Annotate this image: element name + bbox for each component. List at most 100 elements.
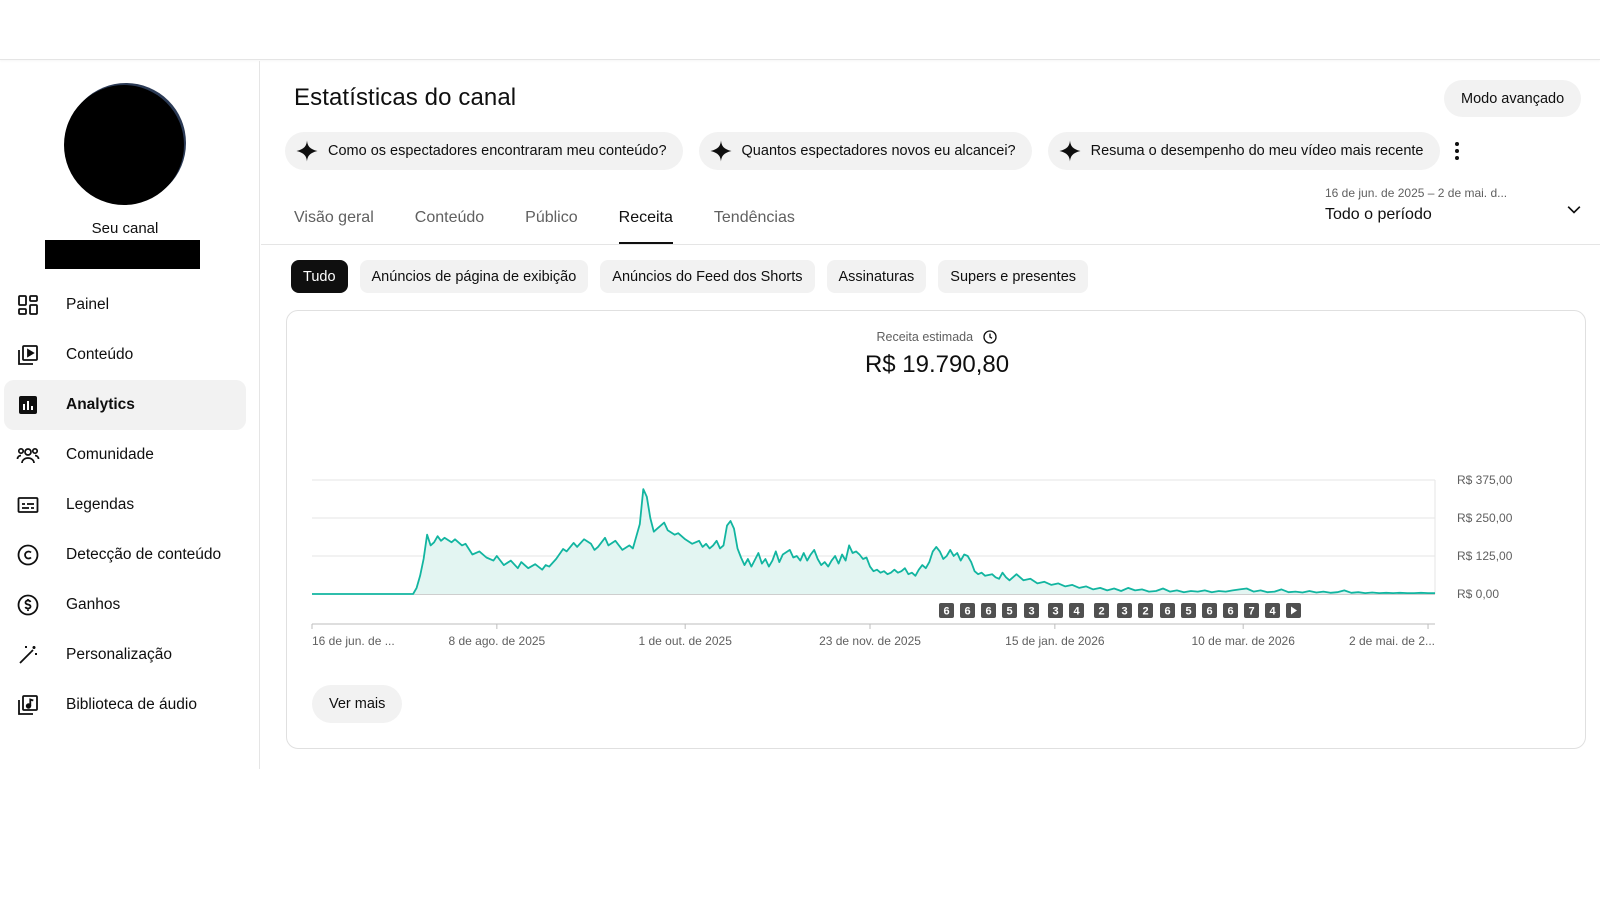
- suggestion-chip[interactable]: Resuma o desempenho do meu vídeo mais re…: [1047, 132, 1440, 170]
- sidebar-item-label: Conteúdo: [66, 346, 134, 363]
- metric-label: Receita estimada: [287, 329, 1587, 345]
- video-marker-count: 6: [1164, 606, 1170, 618]
- filter-chip-tudo[interactable]: Tudo: [291, 260, 348, 293]
- sidebar-item-legendas[interactable]: Legendas: [4, 480, 246, 530]
- earnings-icon: [17, 594, 39, 616]
- video-marker: [1117, 603, 1132, 618]
- video-marker-count: 2: [1098, 606, 1104, 618]
- dashboard-icon: [18, 295, 38, 315]
- date-range-text: 16 de jun. de 2025 – 2 de mai. d...: [1325, 186, 1508, 200]
- sparkle-icon: [296, 140, 318, 162]
- filter-chip-assinaturas[interactable]: Assinaturas: [826, 260, 927, 293]
- video-marker-count: 6: [943, 606, 949, 618]
- suggestion-chip-label: Resuma o desempenho do meu vídeo mais re…: [1090, 143, 1424, 159]
- see-more-button[interactable]: Ver mais: [312, 685, 403, 723]
- date-range-period: Todo o período: [1325, 206, 1432, 223]
- advanced-mode-button[interactable]: Modo avançado: [1444, 80, 1582, 117]
- video-marker: [1138, 603, 1153, 618]
- video-marker-count: 5: [1185, 606, 1191, 618]
- magic-wand-icon: [19, 646, 37, 664]
- sidebar-nav: Painel Conteúdo Analytics Comunidade Leg…: [0, 280, 250, 730]
- video-marker: [1244, 603, 1259, 618]
- suggestion-chip-label: Quantos espectadores novos eu alcancei?: [741, 143, 1016, 159]
- sidebar-item-painel[interactable]: Painel: [4, 280, 246, 330]
- more-vert-icon: [1455, 142, 1459, 160]
- community-icon: [16, 447, 40, 464]
- sidebar-item-label: Biblioteca de áudio: [66, 696, 197, 713]
- sidebar-item-deteccao[interactable]: Detecção de conteúdo: [4, 530, 246, 580]
- suggestion-chip[interactable]: Quantos espectadores novos eu alcancei?: [698, 132, 1032, 170]
- video-marker-count: 3: [1121, 606, 1127, 618]
- sidebar-item-label: Painel: [66, 296, 110, 313]
- filter-chip-anuncios-pagina[interactable]: Anúncios de página de exibição: [359, 260, 589, 293]
- sidebar-item-analytics[interactable]: Analytics: [4, 380, 246, 430]
- y-tick-label: R$ 375,00: [1457, 473, 1513, 487]
- x-tick-label: 1 de out. de 2025: [638, 634, 732, 648]
- revenue-filters: Tudo Anúncios de página de exibição Anún…: [291, 260, 1089, 293]
- revenue-card: Receita estimada R$ 19.790,80 R$ 375,00 R…: [286, 310, 1586, 749]
- video-marker-count: 4: [1269, 606, 1276, 618]
- video-marker: [1202, 603, 1217, 618]
- x-tick-label: 10 de mar. de 2026: [1191, 634, 1295, 648]
- revenue-chart[interactable]: R$ 375,00 R$ 250,00 R$ 125,00 R$ 0,00 6 6 6 5 3 3…: [287, 311, 1587, 750]
- sidebar-item-label: Detecção de conteúdo: [66, 546, 222, 563]
- sidebar-item-conteudo[interactable]: Conteúdo: [4, 330, 246, 380]
- video-marker-count: 3: [1028, 606, 1034, 618]
- analytics-tabs: Visão geral Conteúdo Público Receita Ten…: [294, 199, 836, 244]
- video-marker: [1069, 603, 1084, 618]
- suggestion-chip[interactable]: Como os espectadores encontraram meu con…: [285, 132, 683, 170]
- x-tick-label: 2 de mai. de 2...: [1349, 634, 1435, 648]
- tabs-divider: [261, 244, 1600, 245]
- sidebar-item-biblioteca-audio[interactable]: Biblioteca de áudio: [4, 680, 246, 730]
- subtitles-icon: [17, 497, 39, 513]
- sparkle-icon: [1059, 140, 1081, 162]
- tab-publico[interactable]: Público: [525, 209, 578, 226]
- x-tick-label: 15 de jan. de 2026: [1005, 634, 1105, 648]
- video-marker-count: 4: [1073, 606, 1080, 618]
- video-marker: [939, 603, 954, 618]
- sidebar-item-label: Analytics: [66, 396, 135, 413]
- video-marker-count: 5: [1006, 606, 1012, 618]
- video-marker: [981, 603, 996, 618]
- content-icon: [18, 345, 38, 365]
- video-marker-count: 6: [1206, 606, 1212, 618]
- tab-receita[interactable]: Receita: [618, 199, 674, 244]
- sparkle-icon: [710, 140, 732, 162]
- y-tick-label: R$ 125,00: [1457, 549, 1513, 563]
- y-tick-label: R$ 0,00: [1457, 587, 1499, 601]
- video-marker: [1160, 603, 1175, 618]
- video-marker-count: 7: [1248, 606, 1254, 618]
- sidebar: Seu canal Painel Conteúdo Analytics Comu…: [0, 61, 260, 769]
- metric-label-text: Receita estimada: [876, 330, 974, 344]
- x-tick-label: 8 de ago. de 2025: [448, 634, 545, 648]
- audio-library-icon: [18, 695, 38, 715]
- video-marker: [1024, 603, 1039, 618]
- tab-visao-geral[interactable]: Visão geral: [294, 209, 374, 226]
- tab-conteudo[interactable]: Conteúdo: [414, 209, 485, 226]
- suggestion-chip-label: Como os espectadores encontraram meu con…: [328, 143, 667, 159]
- x-tick-label: 16 de jun. de ...: [312, 634, 395, 648]
- video-marker-count: 6: [964, 606, 970, 618]
- channel-label: Seu canal: [91, 220, 159, 237]
- video-marker-count: 6: [1227, 606, 1233, 618]
- sidebar-item-ganhos[interactable]: Ganhos: [4, 580, 246, 630]
- sidebar-item-comunidade[interactable]: Comunidade: [4, 430, 246, 480]
- date-range-picker[interactable]: 16 de jun. de 2025 – 2 de mai. d... Todo…: [1325, 186, 1590, 224]
- chevron-down-icon: [1567, 206, 1581, 214]
- filter-chip-supers[interactable]: Supers e presentes: [938, 260, 1089, 293]
- clock-icon[interactable]: [982, 329, 998, 345]
- filter-chip-anuncios-shorts[interactable]: Anúncios do Feed dos Shorts: [600, 260, 815, 293]
- channel-name-redacted: [45, 240, 200, 269]
- video-marker: [1181, 603, 1196, 618]
- tab-tendencias[interactable]: Tendências: [713, 209, 795, 226]
- sidebar-item-label: Legendas: [66, 496, 135, 513]
- more-options-button[interactable]: [1445, 137, 1469, 165]
- series-area: [312, 489, 1435, 594]
- page-title: Estatísticas do canal: [294, 84, 517, 111]
- sidebar-item-label: Comunidade: [66, 446, 154, 463]
- sidebar-item-personalizacao[interactable]: Personalização: [4, 630, 246, 680]
- video-marker-count: 3: [1052, 606, 1058, 618]
- channel-avatar[interactable]: [64, 85, 184, 205]
- sidebar-item-label: Personalização: [66, 646, 172, 663]
- video-marker: [960, 603, 975, 618]
